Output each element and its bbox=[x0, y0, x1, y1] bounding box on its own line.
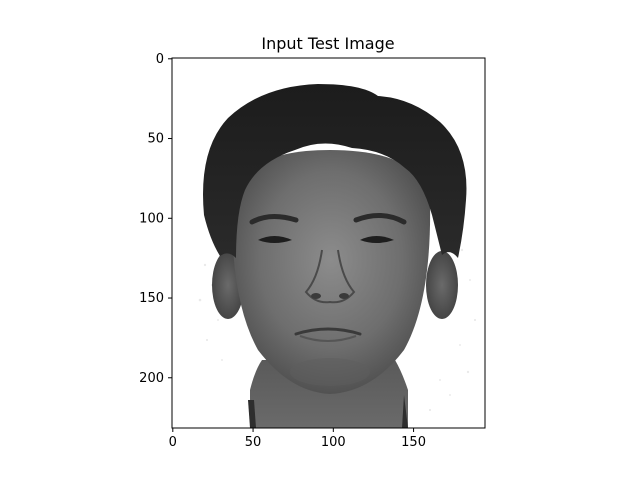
y-tick-label: 50 bbox=[147, 132, 164, 147]
y-tick-label: 0 bbox=[156, 52, 164, 67]
face-photograph bbox=[172, 58, 485, 428]
y-tick-label: 200 bbox=[139, 371, 164, 386]
x-tick-label: 150 bbox=[401, 435, 426, 450]
x-tick-label: 0 bbox=[169, 435, 177, 450]
y-axis: 0 50 100 150 200 bbox=[139, 52, 172, 386]
y-tick-label: 150 bbox=[139, 291, 164, 306]
y-tick-label: 100 bbox=[139, 211, 164, 226]
axes-frame bbox=[171, 57, 486, 429]
x-tick-label: 100 bbox=[321, 435, 346, 450]
chart-title: Input Test Image bbox=[261, 34, 394, 53]
x-tick-label: 50 bbox=[245, 435, 262, 450]
x-axis: 0 50 100 150 bbox=[169, 428, 426, 450]
